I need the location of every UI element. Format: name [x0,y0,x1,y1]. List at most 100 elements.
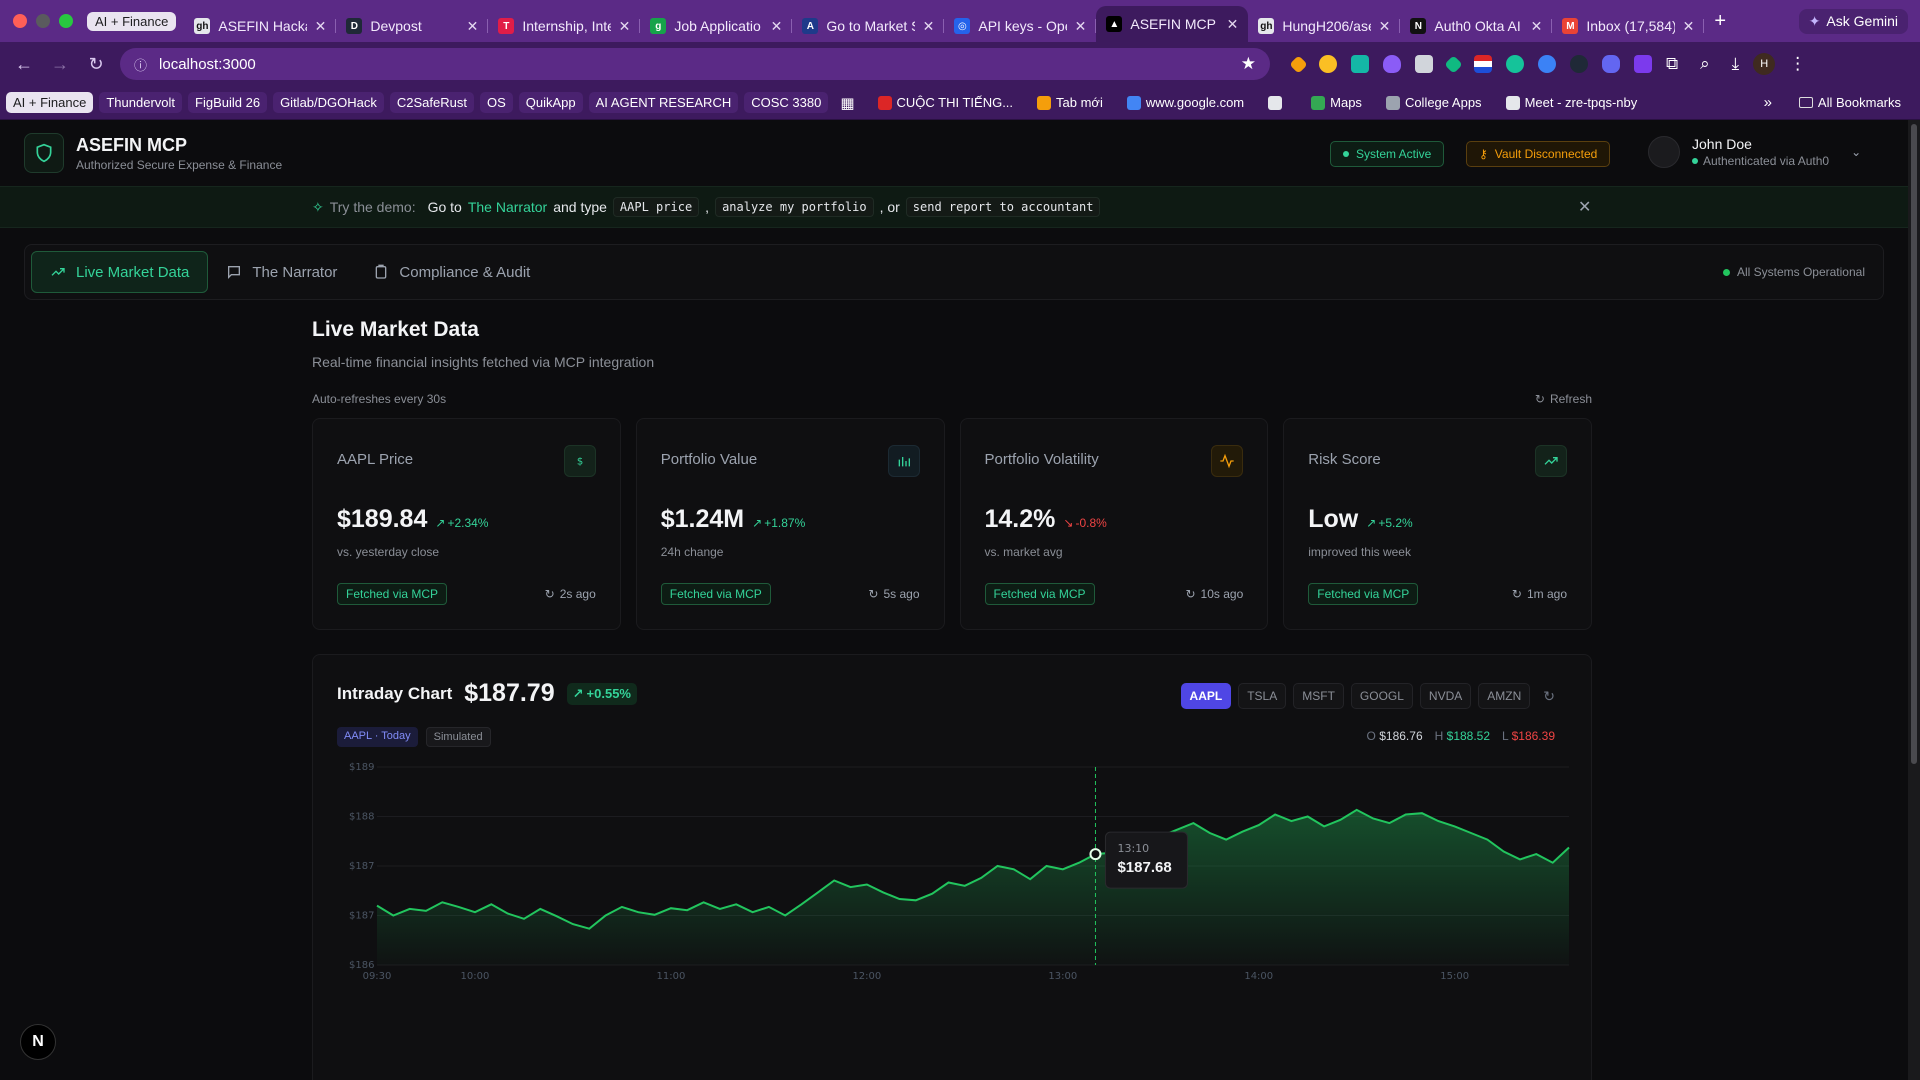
apps-grid-icon[interactable]: ▦ [840,94,855,112]
close-icon[interactable]: ✕ [1578,199,1592,216]
url-text[interactable]: localhost:3000 [159,55,256,73]
price-line [376,808,1570,930]
extension-icon[interactable] [1474,55,1492,73]
card-change-value: +2.34% [447,516,489,530]
card-updated: ↻ 1m ago [1512,587,1567,601]
extensions-puzzle-icon[interactable]: ⧉ [1666,54,1679,73]
bookmark-item[interactable]: Meet - zre-tpqs-nby [1499,92,1645,113]
extension-icon[interactable] [1289,54,1308,74]
refresh-icon[interactable]: ↻ [1543,687,1555,704]
extension-icon[interactable] [1602,55,1620,73]
extension-icon[interactable] [1570,55,1588,73]
forward-icon[interactable]: → [51,53,69,74]
browser-tab[interactable]: gh HungH206/ase ✕ [1248,10,1401,42]
ticker-button-nvda[interactable]: NVDA [1419,683,1472,709]
profile-avatar[interactable]: H [1753,53,1776,75]
browser-tab[interactable]: M Inbox (17,584) ✕ [1552,10,1705,42]
extension-icon[interactable] [1415,55,1433,73]
extension-icon[interactable] [1538,55,1556,73]
bookmark-item[interactable] [1261,93,1294,113]
bookmark-item[interactable]: www.google.com [1120,92,1251,113]
ticker-button-aapl[interactable]: AAPL [1180,683,1232,709]
address-bar[interactable]: ⓘ localhost:3000 ★ [120,48,1270,80]
trending-up-icon [1544,457,1558,465]
bookmark-item[interactable]: Maps [1304,92,1369,113]
bookmark-item[interactable]: OS [479,92,513,113]
bookmark-item[interactable]: AI AGENT RESEARCH [588,92,739,113]
close-tab-icon[interactable]: ✕ [770,17,783,34]
tab-search-icon[interactable]: ⌕ [1700,54,1710,73]
new-tab-button[interactable]: + [1714,9,1727,32]
tab-compliance-audit[interactable]: Compliance & Audit [355,251,548,293]
chevron-down-icon[interactable]: ⌄ [1851,145,1862,159]
bookmark-item[interactable]: AI + Finance [6,92,94,113]
browser-tab[interactable]: g Job Applicatio ✕ [640,10,793,42]
bookmark-item[interactable]: CUỘC THI TIẾNG... [871,92,1021,113]
ask-gemini-button[interactable]: ✦ Ask Gemini [1798,8,1908,34]
extension-icon[interactable] [1634,55,1652,73]
close-tab-icon[interactable]: ✕ [314,17,327,34]
ticker-button-googl[interactable]: GOOGL [1350,683,1413,709]
close-tab-icon[interactable]: ✕ [1226,15,1239,32]
user-menu[interactable]: John Doe Authenticated via Auth0 ⌄ [1648,136,1861,168]
minimize-window-button[interactable] [36,14,50,28]
all-bookmarks-button[interactable]: All Bookmarks [1792,92,1908,113]
close-tab-icon[interactable]: ✕ [922,17,935,34]
brand: ASEFIN MCP Authorized Secure Expense & F… [76,135,282,172]
intraday-chart[interactable]: $186 $187 $187 $188 $189 09:30 10:00 11:00 12:00… [313,755,1593,1080]
close-tab-icon[interactable]: ✕ [1074,17,1087,34]
extension-icon[interactable] [1444,54,1463,74]
bookmark-star-icon[interactable]: ★ [1240,54,1256,73]
scrollbar-thumb[interactable] [1911,124,1917,764]
close-tab-icon[interactable]: ✕ [618,17,631,34]
bookmark-item[interactable]: COSC 3380 [744,92,829,113]
sparkles-icon: ✧ [312,198,324,215]
trending-up-icon: ↗ [1366,516,1377,530]
more-bookmarks-icon[interactable]: » [1763,94,1772,111]
bookmark-item[interactable]: C2SafeRust [389,92,474,113]
extension-icon[interactable] [1351,55,1369,73]
refresh-button[interactable]: ↻ Refresh [1535,392,1592,406]
reload-icon[interactable]: ↻ [88,53,104,74]
browser-menu-icon[interactable]: ⋮ [1789,54,1807,73]
bookmark-item[interactable]: QuikApp [518,92,583,113]
ticker-button-amzn[interactable]: AMZN [1478,683,1531,709]
downloads-icon[interactable]: ⤓ [1731,54,1740,73]
close-tab-icon[interactable]: ✕ [1682,17,1695,34]
browser-tab[interactable]: ▲ ASEFIN MCP - ✕ [1096,6,1249,42]
extension-icon[interactable] [1319,55,1337,73]
bookmark-item[interactable]: College Apps [1379,92,1489,113]
page-scrollbar[interactable] [1908,120,1920,1080]
bookmark-item[interactable]: Thundervolt [99,92,183,113]
close-tab-icon[interactable]: ✕ [466,17,479,34]
zoom-window-button[interactable] [59,14,73,28]
ticker-button-msft[interactable]: MSFT [1293,683,1344,709]
narrator-link[interactable]: The Narrator [467,199,548,215]
browser-tab[interactable]: gh ASEFIN Hackat ✕ [184,10,337,42]
bookmark-favicon-icon [1505,95,1520,110]
close-tab-icon[interactable]: ✕ [1378,17,1391,34]
tab-the-narrator[interactable]: The Narrator [208,251,355,293]
extension-icon[interactable] [1383,55,1401,73]
back-icon[interactable]: ← [15,53,33,74]
browser-tab[interactable]: N Auth0 Okta AI ✕ [1400,10,1553,42]
tab-live-market-data[interactable]: Live Market Data [31,251,209,293]
tab-favicon-icon: g [650,18,667,34]
close-window-button[interactable] [13,14,27,28]
tab-group-chip[interactable]: AI + Finance [87,11,177,31]
bookmark-item[interactable]: Tab mới [1030,92,1110,113]
browser-tab[interactable]: ◎ API keys - Ope ✕ [944,10,1097,42]
bookmark-item[interactable]: Gitlab/DGOHack [273,92,384,113]
nextjs-dev-badge[interactable]: N [20,1024,56,1060]
vault-status-button[interactable]: ⚷ Vault Disconnected [1466,141,1611,167]
browser-tab[interactable]: A Go to Market S ✕ [792,10,945,42]
avatar [1648,136,1680,168]
ticker-button-tsla[interactable]: TSLA [1238,683,1287,709]
grammarly-icon[interactable] [1506,55,1524,73]
bookmark-label: College Apps [1404,95,1482,110]
browser-tab[interactable]: D Devpost ✕ [336,10,489,42]
browser-tab[interactable]: T Internship, Inte ✕ [488,10,641,42]
close-tab-icon[interactable]: ✕ [1530,17,1543,34]
site-info-icon[interactable]: ⓘ [134,57,148,73]
bookmark-item[interactable]: FigBuild 26 [188,92,268,113]
